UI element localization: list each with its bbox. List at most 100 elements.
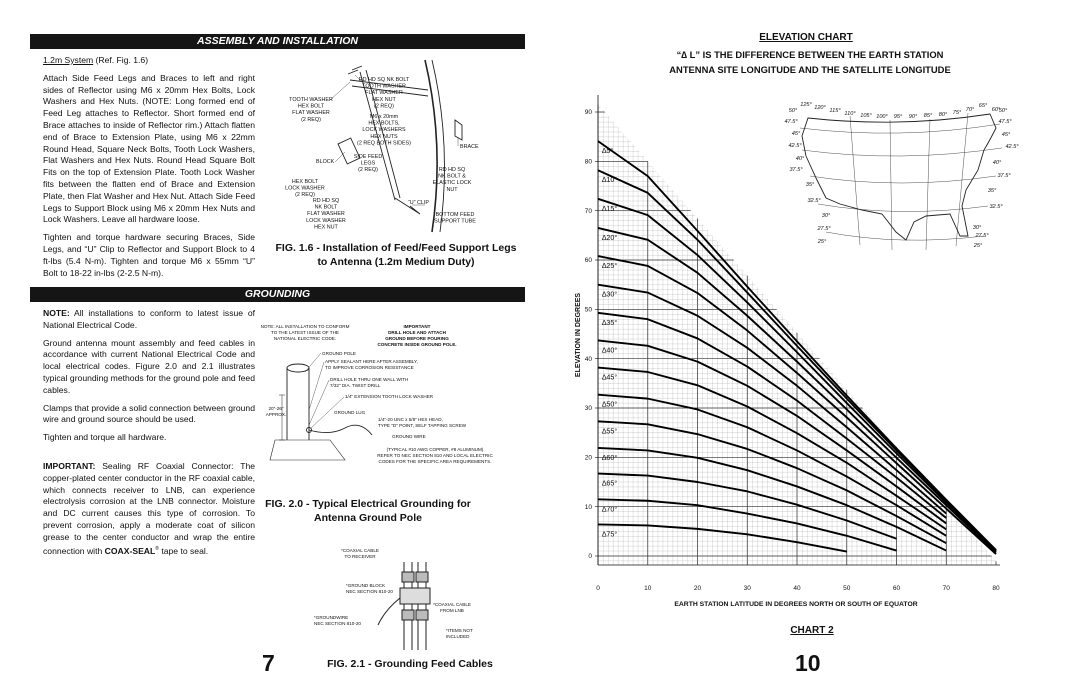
leader — [329, 81, 351, 101]
label-line: FROM LNB — [440, 608, 464, 613]
map-latitude: 32.5° — [807, 198, 821, 204]
map-longitude: 70° — [966, 107, 975, 113]
paragraph: NOTE: All installations to conform to la… — [43, 308, 255, 332]
label-line: GROUND BEFORE POURING — [385, 336, 449, 341]
bolt — [347, 65, 363, 75]
curve-label: ∆65° — [602, 479, 617, 488]
fig-2-0-leaders — [304, 352, 345, 429]
map-latitude: 35° — [806, 182, 815, 188]
label-line: M6 x 20mm — [370, 114, 399, 120]
label-line: HEX NUT — [314, 224, 338, 230]
label-line: NEC SECTION 810-20 — [314, 621, 361, 626]
map-latitude: 25° — [973, 243, 983, 249]
figure-label: *ITEMS NOT INCLUDED — [446, 628, 473, 639]
map-latitude: 27.5° — [974, 233, 989, 239]
u-clip — [394, 197, 421, 215]
label-line: NATIONAL ELECTRIC CODE. — [274, 336, 336, 341]
x-tick-label: 30 — [744, 585, 752, 592]
map-longitude: 120° — [814, 105, 826, 111]
map-latitude: 40° — [993, 160, 1002, 166]
figure-label: GROUND LUG — [334, 410, 366, 415]
map-latitude: 27.5° — [816, 226, 831, 232]
x-tick-label: 50 — [843, 585, 851, 592]
map-latitude: 47.5° — [998, 119, 1012, 125]
map-parallel — [799, 123, 1001, 134]
map-latitude: 42.5° — [788, 143, 802, 149]
figure-label: RD HD SQ NK BOLT & ELASTIC LOCK NUT — [433, 167, 472, 193]
paragraph: Tighten and torque hardware securing Bra… — [43, 232, 255, 278]
label-line: HEX BOLTS, — [368, 121, 400, 127]
important-tail: tape to seal. — [161, 545, 209, 556]
label-line: LOCK WASHERS — [362, 127, 406, 133]
label-line: HEX BOLT — [292, 179, 319, 185]
map-meridian — [849, 112, 969, 251]
label-line: APPLY SEALANT HERE AFTER ASSEMBLY, — [325, 359, 418, 364]
text-column: NOTE: All installations to conform to la… — [43, 308, 255, 563]
figure-label: 1/4"-20 UNC x 5/8" HEX HEAD, TYPE "D" POI… — [378, 417, 467, 428]
figure-caption: FIG. 2.0 - Typical Electrical Grounding … — [258, 497, 478, 525]
map-latitude: 40° — [796, 156, 805, 162]
map-longitude: 80° — [939, 112, 948, 118]
ground-wire — [308, 424, 373, 436]
caption-line: Antenna Ground Pole — [314, 512, 422, 524]
paragraph: IMPORTANT: Sealing RF Coaxial Connector:… — [43, 461, 255, 557]
label-line: BRACE — [460, 144, 479, 150]
figure-label: TOOTH WASHER HEX BOLT FLAT WASHER (2 REQ) — [289, 97, 333, 123]
label-line: CONCRETE INSIDE GROUND POLE. — [377, 342, 456, 347]
label-line: INCLUDED — [446, 634, 470, 639]
brace — [349, 79, 429, 97]
figure-label: GROUND POLE — [322, 351, 356, 356]
x-tick-label: 10 — [644, 585, 652, 592]
label-line: LEGS — [361, 161, 376, 167]
map-longitude: 110° — [844, 111, 856, 117]
fig-1-6-leaders — [329, 74, 459, 206]
figure-label: DRILL HOLE THRU ONE WALL WITH 7/32" DIA. … — [330, 377, 408, 388]
label-line: IMPORTANT — [404, 324, 431, 329]
paragraph: 1.2m System (Ref. Fig. 1.6) — [43, 55, 255, 67]
figure-label: RD HD SQ NK BOLT FLAT WASHER LOCK WASHER HEX… — [306, 198, 346, 230]
figure-label: BRACE — [460, 144, 479, 150]
elevation-curve — [597, 169, 997, 552]
elevation-curve — [597, 523, 847, 553]
label-line: (2 REQ BOTH SIDES) — [357, 140, 411, 146]
label-line: 1/4" EXTENSION TOOTH LOCK WASHER — [345, 394, 434, 399]
curve-label: ∆40° — [602, 345, 617, 354]
map-latitude: 47.5° — [784, 119, 798, 125]
figure-label: “U” CLIP — [408, 200, 429, 206]
figure-label: NOTE: ALL INSTALLATION TO CONFORM TO THE … — [261, 324, 350, 341]
x-tick-label: 70 — [943, 585, 951, 592]
figure-label: *COAXIAL CABLE TO RECEIVER — [341, 548, 379, 559]
map-latitude: 50° — [999, 108, 1008, 114]
figure-label: M6 x 20mm HEX BOLTS, LOCK WASHERS HEX NUTS(… — [357, 114, 411, 146]
label-line: RD HD SQ — [313, 198, 339, 204]
dimension — [279, 394, 285, 441]
elevation-curve — [597, 447, 947, 552]
chart-title: ELEVATION CHART — [759, 32, 853, 43]
elevation-curve — [597, 498, 897, 552]
curve-label: ∆60° — [602, 453, 617, 462]
map-latitude: 37.5° — [789, 167, 803, 173]
map-parallel — [817, 203, 989, 212]
label-line: LOCK WASHER — [285, 186, 325, 192]
reflector-edge — [431, 59, 445, 233]
label-line: BOTTOM FEED — [436, 212, 475, 218]
figure-label: *COAXIAL CABLE FROM LNB — [433, 602, 471, 613]
figure-label: HEX BOLT LOCK WASHER (2 REQ) — [285, 179, 325, 198]
reference: (Ref. Fig. 1.6) — [95, 55, 149, 65]
map-latitude: 30° — [973, 225, 982, 231]
label-line: TO RECEIVER — [344, 554, 376, 559]
us-map — [799, 112, 1003, 251]
label-line: NOTE: ALL INSTALLATION TO CONFORM — [261, 324, 350, 329]
section-heading: GROUNDING — [30, 287, 525, 302]
map-parallel — [825, 231, 985, 241]
label-line: NEC SECTION 810-20 — [346, 589, 393, 594]
map-latitude: 35° — [988, 188, 997, 194]
map-longitude: 85° — [924, 113, 933, 119]
y-tick-label: 60 — [585, 257, 593, 264]
fig-2-0-drawing — [269, 363, 373, 461]
important-label: IMPORTANT: — [43, 460, 96, 471]
map-longitude: 90° — [909, 114, 918, 120]
label-line: TYPE "D" POINT, SELF TAPPING SCREW — [378, 423, 467, 428]
chart-caption: CHART 2 — [790, 625, 834, 636]
